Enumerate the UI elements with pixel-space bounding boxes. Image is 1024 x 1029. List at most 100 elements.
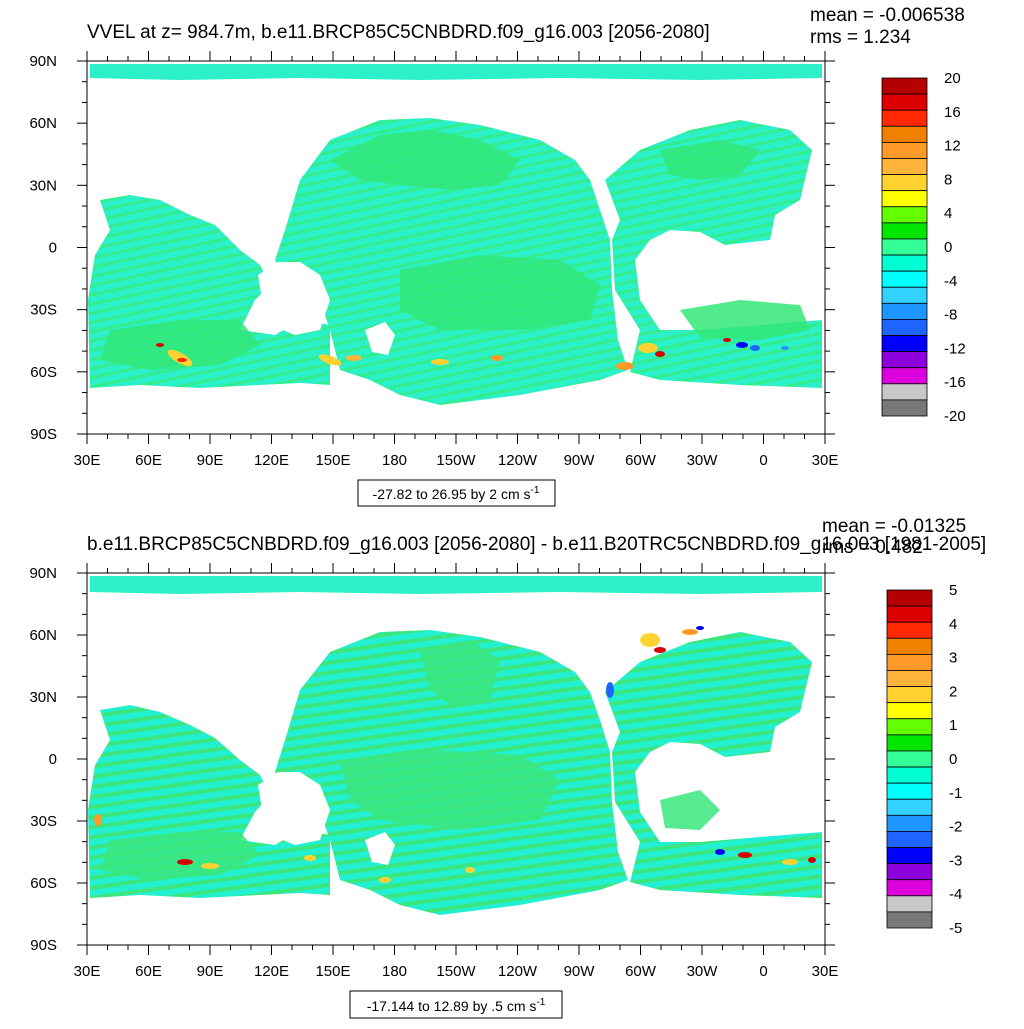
colorbar-swatch [886, 702, 933, 720]
colorbar: 20 16 12 8 4 0 -4 -8 -12 -16 -20 [881, 70, 966, 425]
chart-title: b.e11.BRCP85C5CNBDRD.f09_g16.003 [2056-2… [87, 534, 986, 555]
rms-stat: rms = 1.234 [810, 27, 911, 48]
colorbar-swatch [881, 190, 928, 208]
y-tick-label: 90S [30, 937, 57, 954]
x-tick-label: 180 [382, 452, 407, 469]
antarctica [87, 895, 825, 945]
x-tick-labels: 30E 60E 90E 120E 150E 180 150W 120W 90W 60W 30W 0 30… [74, 963, 839, 980]
colorbar-swatch [881, 319, 928, 336]
x-tick-label: 90E [197, 963, 224, 980]
colorbar-label: -20 [944, 408, 966, 425]
x-tick-label: 60E [135, 963, 162, 980]
positive-regions [100, 130, 810, 370]
x-tick-label: 0 [759, 452, 767, 469]
x-tick-label: 30E [74, 452, 101, 469]
colorbar-label: 12 [944, 138, 961, 155]
colorbar-label: -8 [944, 307, 957, 324]
colorbar-swatch [886, 782, 933, 800]
eddy-features [94, 626, 816, 883]
x-tick-label: 30W [687, 963, 719, 980]
colorbar-label: 20 [944, 70, 961, 87]
mean-stat: mean = -0.01325 [822, 516, 966, 537]
x-tick-label: 60E [135, 452, 162, 469]
colorbar-label: 5 [949, 582, 957, 599]
colorbar-swatch [886, 863, 933, 881]
eddy-features [156, 338, 789, 370]
colorbar-swatch [886, 750, 933, 768]
atlantic-ocean [605, 120, 822, 388]
colorbar-label: 0 [944, 239, 952, 256]
contour-info-box [357, 479, 556, 507]
arctic-ocean [90, 64, 822, 80]
x-tick-label: 0 [759, 963, 767, 980]
colorbar-swatch [886, 879, 933, 897]
antarctica [87, 385, 825, 434]
y-tick-label: 60N [29, 627, 57, 644]
colorbar-label: 8 [944, 171, 952, 188]
x-tick-label: 30E [74, 963, 101, 980]
colorbar-swatch [886, 798, 933, 816]
colorbar-swatch [881, 351, 928, 369]
colorbar-swatch [886, 895, 933, 913]
colorbar-swatch [881, 270, 928, 288]
panel-bottom: b.e11.BRCP85C5CNBDRD.f09_g16.003 [2056-2… [29, 516, 986, 1019]
y-tick-label: 90N [29, 53, 57, 70]
chart-title: VVEL at z= 984.7m, b.e11.BRCP85C5CNBDRD.… [87, 22, 710, 43]
y-tick-label: 90S [30, 426, 57, 443]
x-tick-label: 120E [254, 452, 289, 469]
colorbar-swatch [881, 238, 928, 256]
x-tick-label: 60W [625, 963, 657, 980]
colorbar-swatch [886, 686, 933, 704]
colorbar-swatch [886, 847, 933, 865]
colorbar-swatch [886, 605, 933, 623]
axis-ticks [77, 51, 835, 444]
new-zealand [365, 322, 395, 355]
colorbar-swatch [881, 335, 928, 353]
x-tick-label: 150E [315, 963, 350, 980]
contour-info: -27.82 to 26.95 by 2 cm s-1 [373, 485, 540, 502]
arctic-ocean [90, 576, 822, 594]
colorbar-swatch [881, 383, 928, 401]
x-tick-label: 150E [315, 452, 350, 469]
y-tick-label: 60N [29, 115, 57, 132]
x-tick-label: 150W [436, 963, 476, 980]
colorbar-label: 0 [949, 751, 957, 768]
x-tick-label: 90W [564, 452, 596, 469]
colorbar-label: -12 [944, 340, 966, 357]
y-tick-label: 60S [30, 364, 57, 381]
y-tick-label: 30S [30, 813, 57, 830]
x-tick-label: 90W [564, 963, 596, 980]
y-tick-label: 30S [30, 302, 57, 319]
panel-top: VVEL at z= 984.7m, b.e11.BRCP85C5CNBDRD.… [29, 5, 966, 507]
new-zealand [365, 832, 395, 865]
x-tick-label: 30E [812, 963, 839, 980]
colorbar-swatch [881, 141, 928, 159]
x-tick-label: 60W [625, 452, 657, 469]
x-tick-label: 180 [382, 963, 407, 980]
colorbar-swatch [886, 831, 933, 848]
australia [258, 772, 330, 845]
colorbar-label: 1 [949, 717, 957, 734]
x-tick-label: 30W [687, 452, 719, 469]
colorbar-swatch [886, 718, 933, 736]
australia [258, 262, 330, 335]
colorbar-swatch [886, 911, 933, 929]
map-field [87, 573, 825, 945]
colorbar-label: -1 [949, 785, 962, 802]
x-tick-label: 120W [498, 963, 538, 980]
colorbar-swatch [886, 734, 933, 752]
colorbar-swatch [886, 653, 933, 671]
colorbar-swatch [881, 206, 928, 224]
colorbar-swatch [881, 174, 928, 192]
colorbar-swatch [881, 286, 928, 304]
y-tick-label: 30N [29, 177, 57, 194]
colorbar-label: -4 [944, 273, 957, 290]
colorbar-label: 3 [949, 650, 957, 667]
map-field [87, 61, 825, 434]
y-tick-labels: 90N 60N 30N 0 30S 60S 90S [29, 53, 57, 443]
colorbar-swatch [881, 158, 928, 175]
y-tick-labels: 90N 60N 30N 0 30S 60S 90S [29, 565, 57, 954]
colorbar-swatch [881, 109, 928, 127]
colorbar-swatch [881, 302, 928, 320]
x-tick-label: 90E [197, 452, 224, 469]
